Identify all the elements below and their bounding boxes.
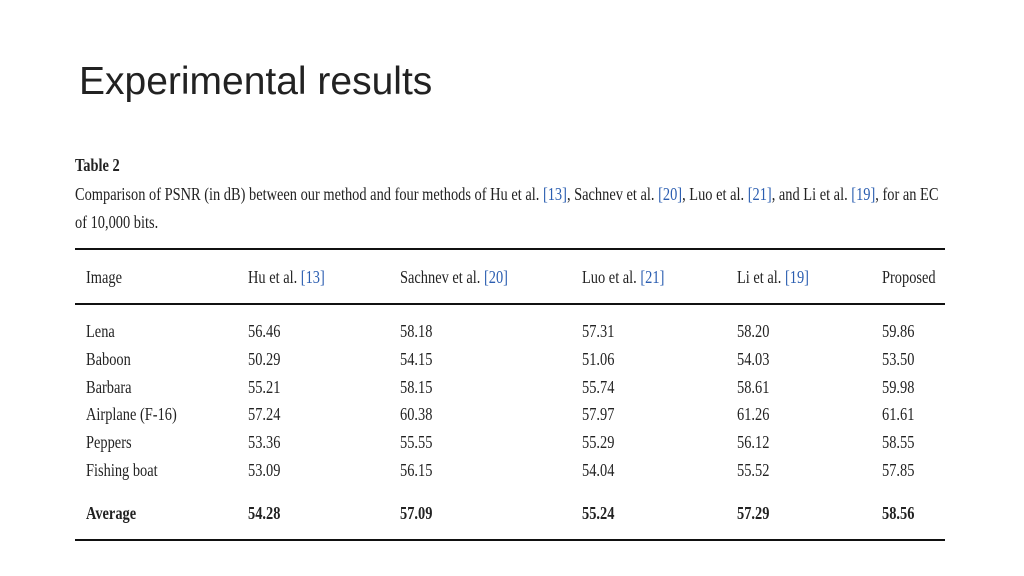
table-cell: 58.61	[737, 377, 770, 397]
table-cell: Fishing boat	[86, 460, 158, 480]
table-cell: 53.36	[248, 432, 281, 452]
table-label: Table 2	[75, 155, 120, 175]
table-cell: 55.29	[582, 432, 615, 452]
citation: [19]	[784, 267, 809, 287]
table-cell: 61.26	[737, 404, 770, 424]
table-cell: 58.55	[882, 432, 915, 452]
citation: [20]	[658, 184, 683, 204]
header-text: Li et al.	[737, 267, 785, 287]
table-cell: 56.46	[248, 321, 281, 341]
header-text: Proposed	[882, 267, 936, 287]
rule	[75, 539, 945, 541]
header-text: Image	[86, 267, 122, 287]
slide-title: Experimental results	[79, 60, 433, 103]
table-cell: Baboon	[86, 349, 131, 369]
table-cell: 53.50	[882, 349, 915, 369]
table-cell: 59.86	[882, 321, 915, 341]
rule	[75, 303, 945, 305]
table-cell: Lena	[86, 321, 115, 341]
header-cell: Hu et al. [13]	[248, 267, 325, 287]
table-cell: 55.52	[737, 460, 770, 480]
table-cell: 56.15	[400, 460, 433, 480]
table-cell: 55.55	[400, 432, 433, 452]
table-cell: 54.03	[737, 349, 770, 369]
table-cell: 59.98	[882, 377, 915, 397]
table-cell: 55.74	[582, 377, 615, 397]
table-cell: 57.24	[248, 404, 281, 424]
header-cell: Sachnev et al. [20]	[400, 267, 508, 287]
citation: [13]	[300, 267, 325, 287]
citation: [21]	[640, 267, 665, 287]
caption-text: , and Li et al.	[771, 184, 852, 204]
table-cell: 57.31	[582, 321, 615, 341]
header-cell: Li et al. [19]	[737, 267, 809, 287]
caption-text: , Sachnev et al.	[566, 184, 659, 204]
header-cell: Luo et al. [21]	[582, 267, 664, 287]
footer-cell: 55.24	[582, 503, 615, 523]
table-cell: 53.09	[248, 460, 281, 480]
rule	[75, 248, 945, 250]
caption-text: , Luo et al.	[682, 184, 748, 204]
table-cell: Peppers	[86, 432, 132, 452]
footer-cell: 58.56	[882, 503, 915, 523]
caption-text: Comparison of PSNR (in dB) between our m…	[75, 184, 543, 204]
citation: [13]	[542, 184, 567, 204]
citation: [20]	[483, 267, 508, 287]
footer-cell: 54.28	[248, 503, 281, 523]
footer-cell: 57.29	[737, 503, 770, 523]
table-cell: 56.12	[737, 432, 770, 452]
header-cell: Image	[86, 267, 122, 287]
table-cell: 57.97	[582, 404, 615, 424]
footer-cell: Average	[86, 503, 137, 523]
table-cell: 61.61	[882, 404, 915, 424]
table-cell: 51.06	[582, 349, 615, 369]
table-cell: 60.38	[400, 404, 433, 424]
table-cell: 58.20	[737, 321, 770, 341]
citation: [21]	[747, 184, 772, 204]
header-cell: Proposed	[882, 267, 936, 287]
table-cell: 58.18	[400, 321, 433, 341]
table-cell: Barbara	[86, 377, 132, 397]
header-text: Luo et al.	[582, 267, 641, 287]
citation: [19]	[851, 184, 876, 204]
table-cell: 50.29	[248, 349, 281, 369]
header-text: Hu et al.	[248, 267, 301, 287]
header-text: Sachnev et al.	[400, 267, 484, 287]
table-cell: 54.04	[582, 460, 615, 480]
table-cell: Airplane (F-16)	[86, 404, 177, 424]
table-cell: 57.85	[882, 460, 915, 480]
caption-text: , for an EC of 10,000 bits.	[75, 184, 939, 232]
footer-cell: 57.09	[400, 503, 433, 523]
table-cell: 55.21	[248, 377, 281, 397]
table-caption: Comparison of PSNR (in dB) between our m…	[75, 180, 943, 236]
table-cell: 58.15	[400, 377, 433, 397]
table-cell: 54.15	[400, 349, 433, 369]
